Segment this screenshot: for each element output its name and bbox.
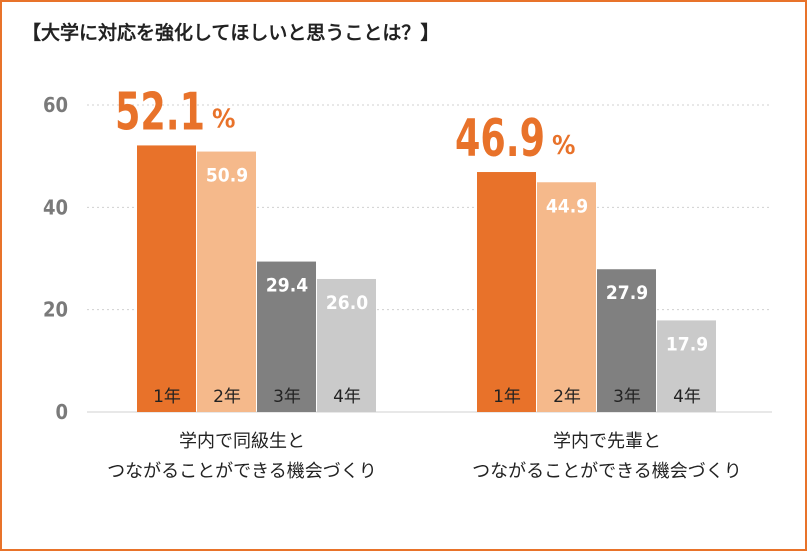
data-label: 26.0 xyxy=(326,292,368,314)
bar xyxy=(257,261,316,412)
data-label: 50.9 xyxy=(206,165,248,187)
category-label-line2: つながることができる機会づくり xyxy=(472,461,742,482)
data-label-unit: % xyxy=(212,104,235,134)
series-label: 1年 xyxy=(493,387,521,407)
category-label-line2: つながることができる機会づくり xyxy=(107,461,377,482)
data-label-unit: % xyxy=(552,131,575,161)
series-label: 3年 xyxy=(273,387,301,407)
series-label: 4年 xyxy=(673,387,701,407)
category-label-seniors: 学内で先輩と つながることができる機会づくり xyxy=(437,427,777,487)
y-tick-label: 40 xyxy=(43,195,68,219)
data-label: 52.1 xyxy=(115,81,205,141)
data-label: 46.9 xyxy=(455,108,545,168)
data-label: 44.9 xyxy=(546,195,588,217)
bar xyxy=(597,269,656,412)
series-label: 4年 xyxy=(333,387,361,407)
series-label: 1年 xyxy=(153,387,181,407)
page-title: 【大学に対応を強化してほしいと思うことは？】 xyxy=(22,22,440,44)
series-label: 2年 xyxy=(553,387,581,407)
bar xyxy=(137,145,196,412)
y-tick-label: 60 xyxy=(43,93,68,117)
bar xyxy=(477,172,536,412)
data-label: 29.4 xyxy=(266,275,308,297)
category-label-classmates: 学内で同級生と つながることができる機会づくり xyxy=(82,427,402,487)
data-label: 17.9 xyxy=(666,333,708,355)
category-label-line1: 学内で先輩と xyxy=(553,431,661,452)
bar xyxy=(317,278,376,412)
bar xyxy=(537,182,596,412)
series-label: 3年 xyxy=(613,387,641,407)
bar xyxy=(657,320,716,412)
series-label: 2年 xyxy=(213,387,241,407)
y-tick-label: 20 xyxy=(43,298,68,322)
data-label: 27.9 xyxy=(606,282,648,304)
bar xyxy=(197,151,256,413)
y-tick-label: 0 xyxy=(55,400,68,424)
category-label-line1: 学内で同級生と xyxy=(179,431,305,452)
